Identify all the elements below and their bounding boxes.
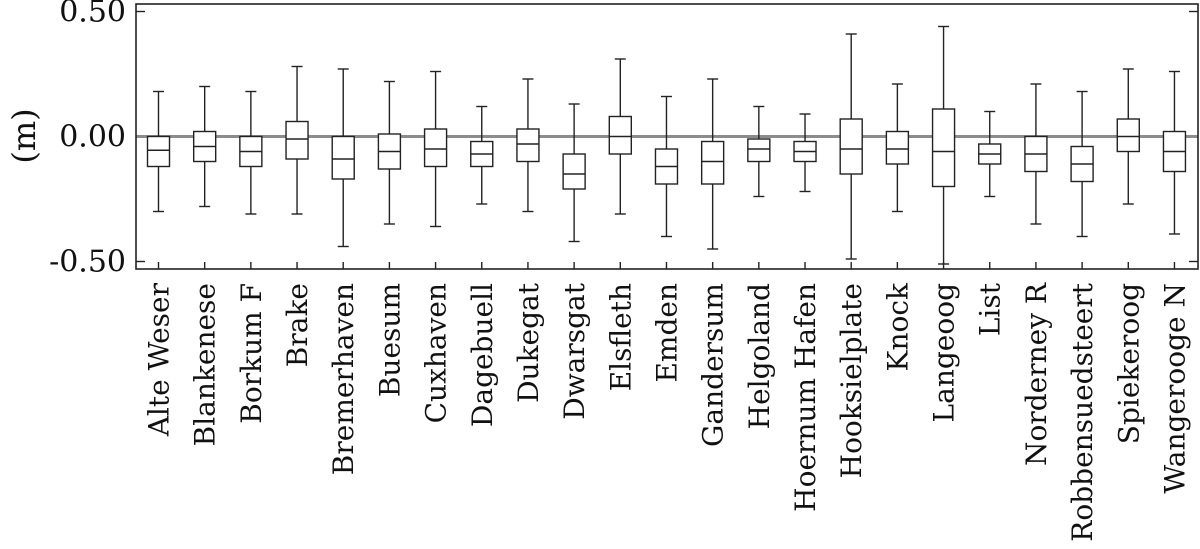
iqr-box [562,153,586,190]
x-tick-label: Norderney R [1020,282,1053,466]
x-tick-label: Spiekeroog [1112,283,1145,444]
x-tick-label: Dwarsgat [558,282,591,419]
x-tick-label: Bremerhaven [327,283,360,475]
x-tick-label: Buesum [373,283,406,397]
box-10 [608,58,632,215]
box-8 [516,78,540,213]
x-tick-label: List [974,282,1007,336]
x-tick-label: Robbensuedsteert [1066,282,1099,541]
x-tick-label: Alte Weser [143,282,176,437]
box-16 [885,83,910,213]
x-tick-label: Knock [881,282,914,371]
x-tick-label: Helgoland [743,283,776,429]
x-tick-label: Gandersum [697,283,730,447]
iqr-box [516,128,540,163]
y-tick-label: 0.50 [59,0,126,30]
y-axis-ticks: 0.50 0.00 -0.50 [49,0,1198,280]
x-tick-label: Langeoog [928,283,961,423]
x-tick-label: Borkum F [235,283,268,424]
box-21 [1116,68,1140,205]
y-tick-label: -0.50 [49,245,126,280]
box-3 [285,65,309,215]
box-5 [377,80,402,225]
box-13 [747,105,771,198]
box-12 [700,78,725,250]
box-11 [654,95,679,238]
box-19 [1024,83,1048,225]
box-1 [192,85,217,208]
box-20 [1070,90,1094,238]
box-18 [978,110,1002,198]
x-tick-label: Brake [281,283,314,367]
x-tick-label: Hooksielplate [835,283,868,478]
iqr-box [931,108,956,188]
x-axis-labels: Alte Weser Blankenese Borkum F Brake Bremerh… [143,282,1192,542]
box-4 [331,68,355,248]
box-22 [1162,70,1187,235]
iqr-box [331,135,355,180]
box-2 [239,90,263,215]
plot-area [136,25,1198,269]
box-9 [562,103,586,243]
x-tick-label: Hoernum Hafen [789,283,822,512]
box-6 [423,70,448,228]
plot-frame [135,3,1199,270]
x-tick-label: Cuxhaven [420,283,453,423]
x-tick-label: Blankenese [189,283,222,446]
x-tick-label: Elsfleth [604,283,637,391]
iqr-box [608,115,632,155]
x-tick-label: Emden [650,283,683,383]
box-14 [793,113,817,193]
iqr-box [1116,118,1140,153]
iqr-box [747,138,771,163]
iqr-box [839,118,863,175]
y-tick-label: 0.00 [59,120,126,155]
iqr-box [285,120,309,160]
box-17 [931,25,956,265]
x-tick-label: Dukegat [512,282,545,403]
box-0 [146,90,171,213]
x-tick-label: Wangerooge N [1158,283,1191,494]
x-tick-label: Dagebuell [466,283,499,427]
box-7 [470,105,494,205]
iqr-box [423,128,448,168]
y-axis-label: (m) [5,108,43,163]
iqr-box [700,140,725,185]
box-15 [839,33,863,260]
iqr-box [885,130,910,165]
iqr-box [146,135,171,168]
